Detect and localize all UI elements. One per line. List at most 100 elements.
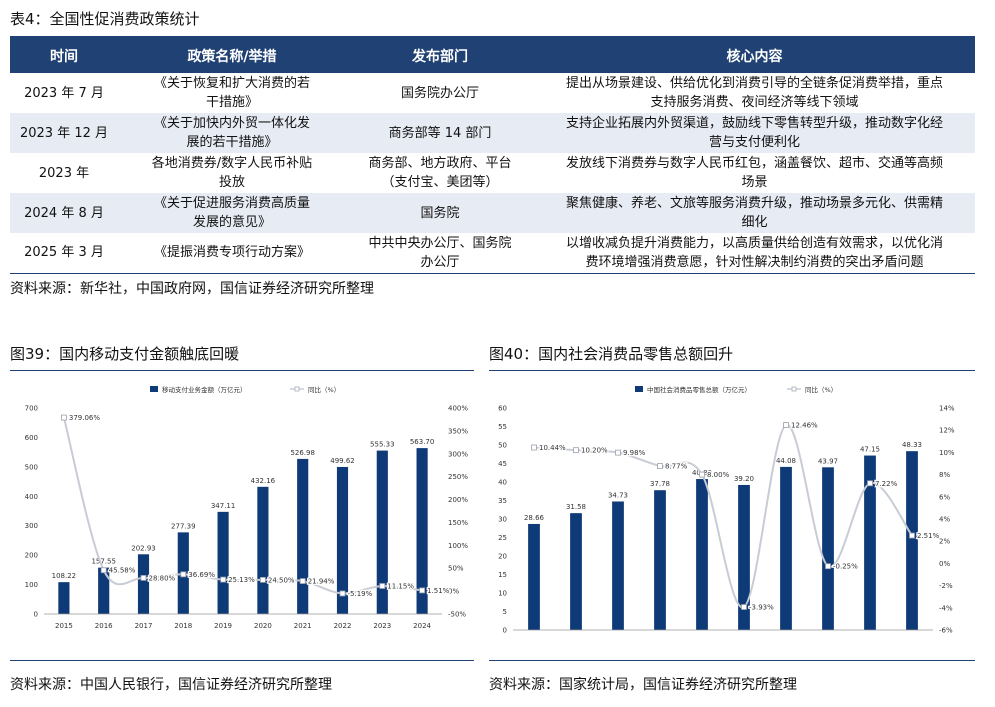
bar-value-label: 499.62 — [330, 457, 355, 465]
cell-policy-name-line: 《关于恢复和扩大消费的若 — [153, 76, 310, 91]
line-value-label: 379.06% — [69, 414, 100, 422]
cell-department-line: 国务院 — [420, 205, 460, 221]
line-value-label: 8.00% — [707, 471, 730, 479]
legend-line-label: 同比（%） — [308, 385, 340, 394]
table-header-row: 时间 政策名称/举措 发布部门 核心内容 — [10, 36, 975, 73]
cell-policy-name: 《关于恢复和扩大消费的若 干措施》 — [118, 73, 346, 113]
bar — [376, 450, 388, 614]
y-right-tick-label: 2% — [939, 538, 950, 546]
line-point — [657, 463, 663, 469]
cell-core-content-line: 费环境增强消费意愿，针对性解决制约消费的突出矛盾问题 — [585, 254, 924, 270]
cell-core-content-line: 支持服务消费、夜间经济等线下领域 — [650, 95, 859, 110]
bar — [906, 451, 918, 630]
cell-policy-name: 《关于加快内外贸一体化发 展的若干措施》 — [118, 113, 346, 153]
fig39-chart: 移动支付业务金额（万亿元） 同比（%） 0 100 200 300 400 500 600 700… — [10, 374, 474, 636]
line-point — [220, 576, 227, 583]
cell-department: 国务院 — [346, 193, 534, 233]
table-row: 2023 年 12 月《关于加快内外贸一体化发 展的若干措施》 商务部等 14 部门… — [10, 113, 975, 153]
y-left-tick-label: 700 — [25, 405, 38, 413]
cell-department: 商务部、地方政府、平台 （支付宝、美团等） — [346, 153, 534, 193]
fig40-source: 资料来源：国家统计局，国信证券经济研究所整理 — [489, 677, 797, 693]
cell-policy-name-line: 《关于加快内外贸一体化发 — [153, 116, 310, 131]
line-point — [741, 604, 747, 610]
fig40-chart: 中国社会消费品零售总额（万亿元） 同比（%） 0 5 10 15 20 25 30 35 40 45 5… — [489, 374, 975, 636]
cell-policy-name-line: 投放 — [218, 175, 245, 190]
table-row: 2023 年 7 月《关于恢复和扩大消费的若 干措施》 国务院办公厅 提出从场景建设、… — [10, 73, 975, 113]
bar-value-label: 48.33 — [902, 441, 922, 449]
cell-time: 2023 年 7 月 — [10, 73, 118, 113]
line-value-label: 36.69% — [188, 571, 215, 579]
table-row: 2025 年 3 月《提振消费专项行动方案》 中共中央办公厅、国务院 办公厅 以增收减… — [10, 233, 975, 274]
y-right-tick-label: 100% — [448, 542, 468, 550]
cell-time: 2025 年 3 月 — [10, 233, 118, 274]
cell-time-line: 2024 年 8 月 — [24, 205, 104, 221]
line-value-label: 12.46% — [791, 422, 818, 430]
y-left-tick-label: 60 — [498, 405, 507, 413]
cell-core-content-line: 细化 — [741, 215, 768, 230]
cell-policy-name-line: 展的若干措施》 — [186, 135, 278, 150]
bar — [864, 455, 876, 630]
legend-bar-swatch — [150, 386, 158, 392]
y-left-tick-label: 300 — [25, 522, 38, 530]
cell-policy-name-line: 《关于促进服务消费高质量 — [153, 196, 310, 211]
line-point — [140, 575, 147, 581]
cell-time-line: 2023 年 12 月 — [19, 125, 109, 141]
bar-value-label: 31.58 — [566, 503, 586, 511]
fig39-source: 资料来源：中国人民银行，国信证券经济研究所整理 — [10, 677, 332, 693]
cell-core-content-line: 场景 — [741, 175, 768, 190]
y-right-tick-label: 8% — [939, 471, 950, 479]
line-value-label: 45.58% — [109, 567, 136, 575]
y-right-tick-label: 200% — [448, 496, 468, 504]
policy-table: 时间 政策名称/举措 发布部门 核心内容 2023 年 7 月《关于恢复和扩大消… — [10, 36, 975, 274]
legend-bar-label: 中国社会消费品零售总额（万亿元） — [647, 385, 751, 394]
y-right-tick-label: 12% — [939, 427, 955, 435]
cell-core-content: 以增收减负提升消费能力，以高质量供给创造有效需求，以优化消 费环境增强消费意愿，针… — [534, 233, 975, 274]
bar-value-label: 347.11 — [211, 502, 236, 510]
bar — [336, 466, 349, 614]
bar — [416, 448, 428, 614]
line-value-label: 11.15% — [387, 583, 414, 591]
bar — [137, 554, 150, 614]
fig40-title-rule — [489, 370, 975, 371]
x-tick-label: 2015 — [55, 622, 73, 630]
cell-time: 2023 年 — [10, 153, 118, 193]
x-tick-label: 2018 — [174, 622, 192, 630]
line-point — [299, 578, 306, 584]
cell-department-line: 商务部、地方政府、平台 — [368, 156, 512, 171]
cell-policy-name-line: 发展的意见》 — [192, 215, 271, 230]
y-right-tick-label: 10% — [939, 449, 955, 457]
cell-core-content: 发放线下消费券与数字人民币红包，涵盖餐饮、超市、交通等高频 场景 — [534, 153, 975, 193]
cell-time: 2024 年 8 月 — [10, 193, 118, 233]
y-left-tick-label: 20 — [498, 553, 507, 561]
line-point — [909, 532, 915, 539]
header-core-content: 核心内容 — [534, 36, 975, 73]
bar-value-label: 157.55 — [91, 558, 116, 566]
line-point — [615, 449, 621, 456]
line-point — [419, 587, 426, 594]
line-value-label: 9.98% — [623, 449, 646, 457]
header-policy-name: 政策名称/举措 — [118, 36, 346, 73]
y-left-tick-label: 25 — [498, 534, 507, 542]
cell-department: 国务院办公厅 — [346, 73, 534, 113]
cell-core-content-line: 聚焦健康、养老、文旅等服务消费升级，推动场景多元化、供需精 — [565, 196, 943, 211]
bar-value-label: 563.70 — [410, 438, 435, 446]
x-tick-label: 2020 — [254, 622, 272, 630]
bar — [58, 582, 70, 614]
cell-core-content-line: 营与支付便利化 — [708, 135, 800, 150]
y-right-tick-label: 50% — [448, 565, 464, 573]
cell-core-content-line: 以增收减负提升消费能力，以高质量供给创造有效需求，以优化消 — [565, 235, 943, 251]
y-left-tick-label: 600 — [25, 434, 38, 442]
legend-line-label: 同比（%） — [805, 385, 837, 394]
line-value-label: -0.25% — [833, 563, 858, 571]
fig40-source-rule — [489, 660, 975, 661]
bar-value-label: 28.66 — [524, 514, 545, 522]
table-row: 2024 年 8 月 《关于促进服务消费高质量 发展的意见》 国务院 聚焦健康、养老、文… — [10, 193, 975, 233]
y-right-tick-label: -2% — [939, 582, 953, 590]
line-value-label: 10.44% — [539, 444, 566, 452]
x-tick-label: 2023 — [373, 622, 391, 630]
line-point — [699, 471, 705, 478]
legend-line-marker — [791, 386, 797, 392]
table-source: 资料来源：新华社，中国政府网，国信证券经济研究所整理 — [10, 281, 374, 297]
cell-time-line: 2023 年 — [38, 165, 90, 181]
cell-department-line: 商务部等 14 部门 — [388, 125, 492, 141]
